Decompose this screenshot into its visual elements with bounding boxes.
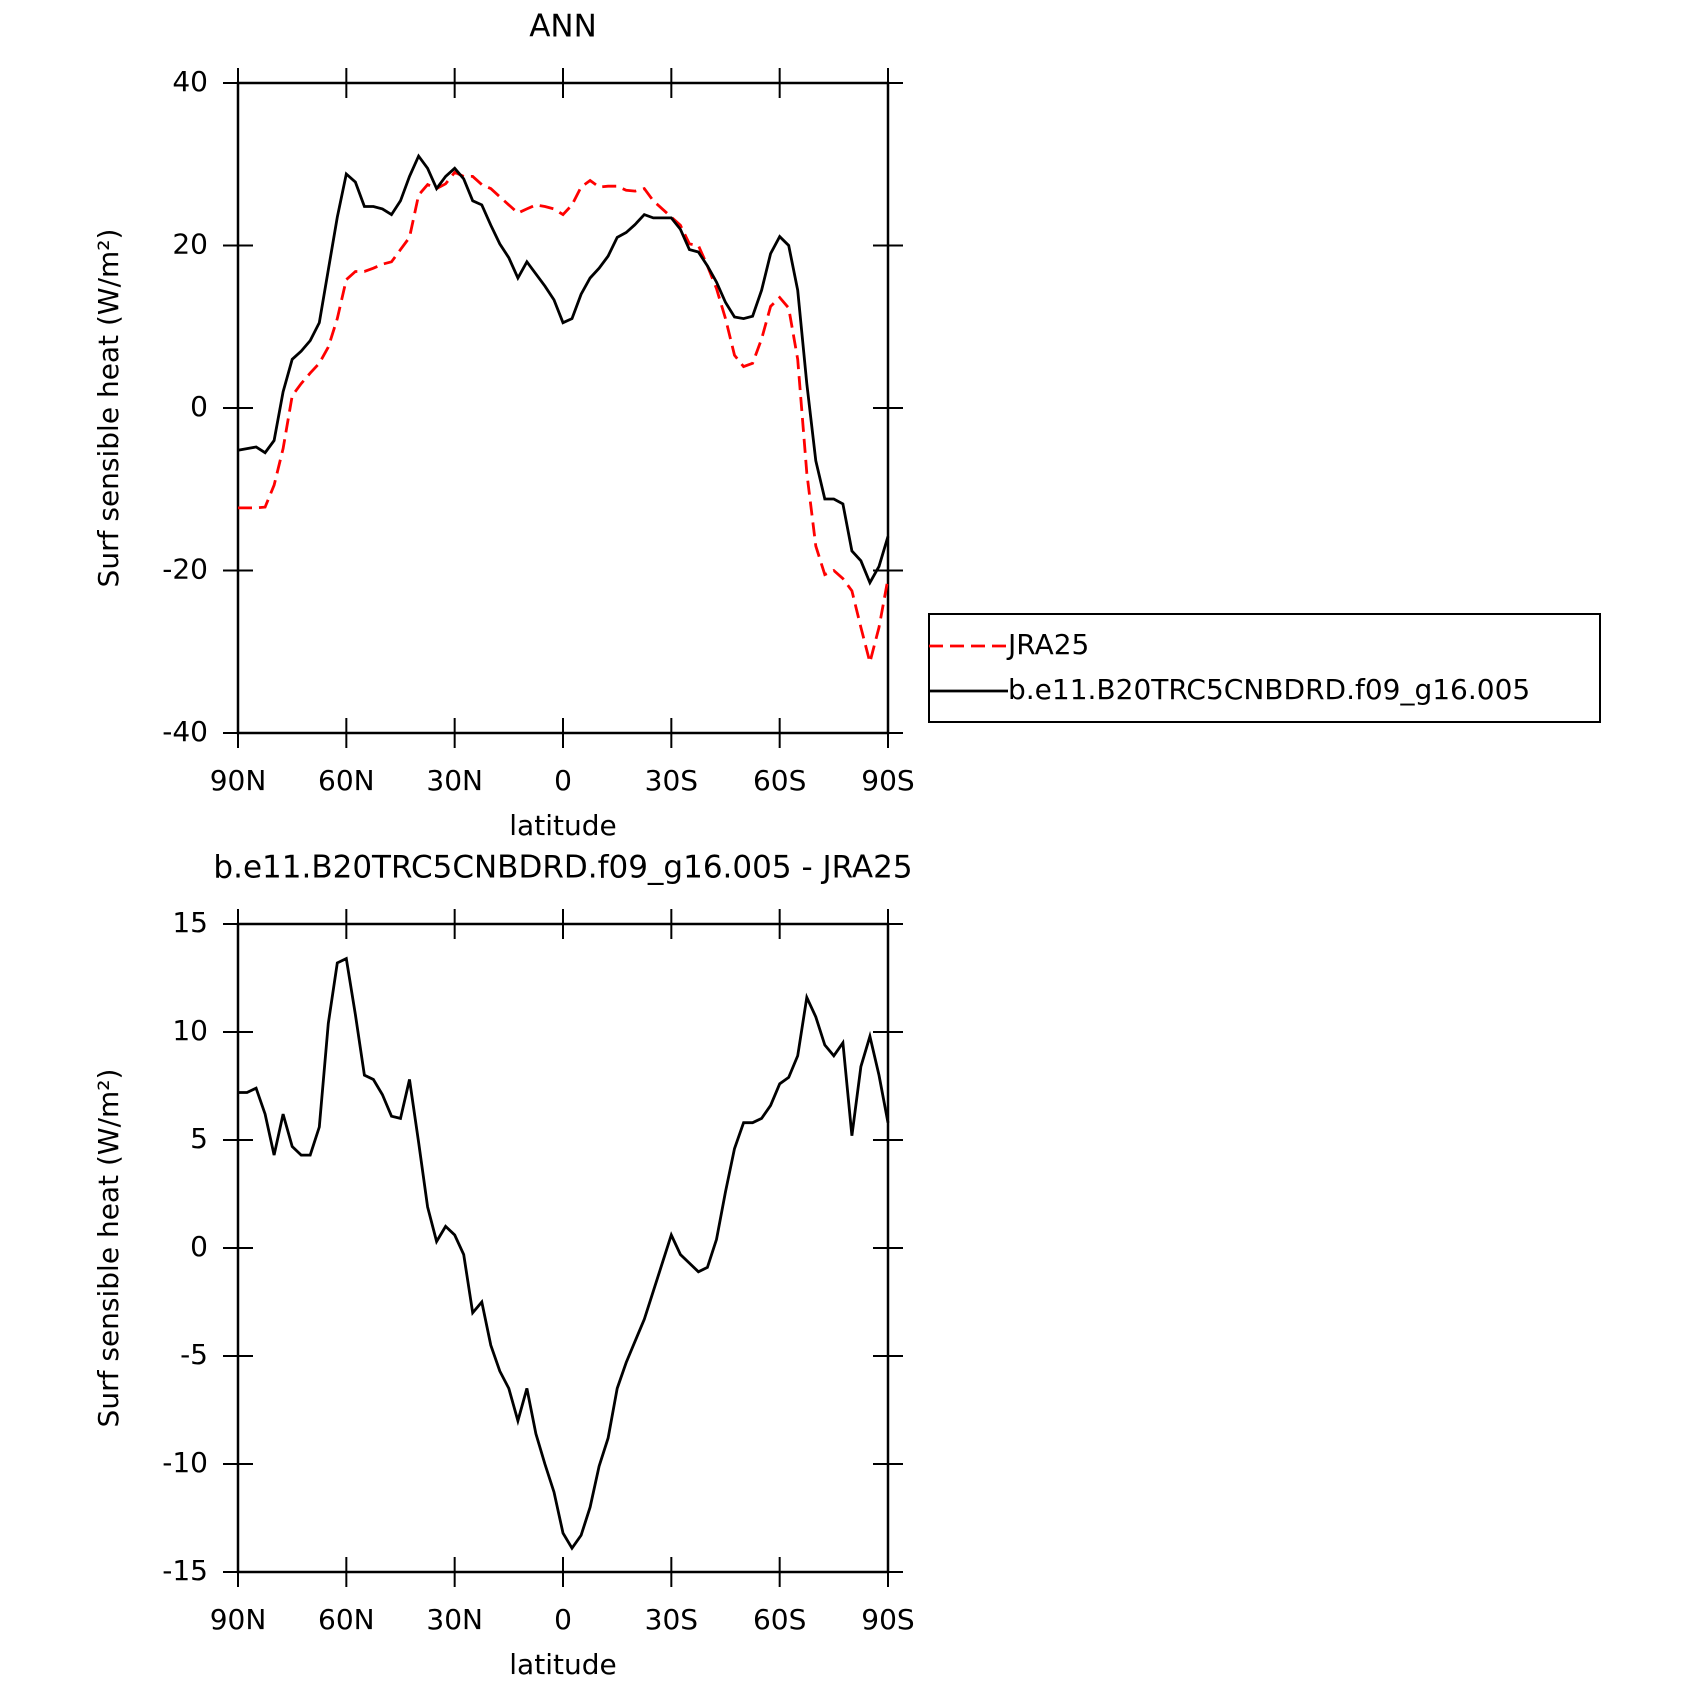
plot-frame	[236, 81, 890, 735]
legend: JRA25 b.e11.B20TRC5CNBDRD.f09_g16.005	[928, 613, 1601, 723]
chart-title: ANN	[529, 9, 597, 45]
y-tick-label: 10	[172, 1014, 208, 1047]
y-tick-label: -40	[162, 715, 208, 748]
y-tick-label: -5	[180, 1338, 208, 1371]
chart-title: b.e11.B20TRC5CNBDRD.f09_g16.005 - JRA25	[213, 850, 912, 886]
x-tick-label: 90S	[861, 1603, 914, 1636]
x-tick-label: 0	[554, 764, 572, 797]
y-tick-label: 15	[172, 906, 208, 939]
x-tick-label: 30S	[645, 1603, 698, 1636]
series-line	[238, 170, 890, 668]
y-tick-label: 20	[172, 228, 208, 261]
x-axis-label: latitude	[509, 809, 616, 842]
y-tick-label: 40	[172, 65, 208, 98]
y-axis-label: Surf sensible heat (W/m²)	[92, 1069, 125, 1428]
x-tick-label: 60S	[753, 1603, 806, 1636]
x-tick-label: 60S	[753, 764, 806, 797]
x-tick-label: 90S	[861, 764, 914, 797]
x-tick-label: 60N	[318, 764, 375, 797]
x-tick-label: 30S	[645, 764, 698, 797]
y-tick-label: 5	[190, 1122, 208, 1155]
series-line	[238, 956, 890, 1551]
x-tick-label: 0	[554, 1603, 572, 1636]
x-tick-label: 60N	[318, 1603, 375, 1636]
y-tick-label: 0	[190, 1230, 208, 1263]
x-tick-label: 30N	[426, 1603, 483, 1636]
x-tick-label: 30N	[426, 764, 483, 797]
y-tick-label: 0	[190, 390, 208, 423]
y-tick-label: -15	[162, 1554, 208, 1587]
legend-box	[928, 613, 1601, 723]
legend-label: b.e11.B20TRC5CNBDRD.f09_g16.005	[1008, 673, 1530, 706]
y-tick-label: -20	[162, 553, 208, 586]
y-axis-label: Surf sensible heat (W/m²)	[92, 229, 125, 588]
series-line	[237, 153, 890, 586]
y-tick-label: -10	[162, 1446, 208, 1479]
x-tick-label: 90N	[210, 764, 267, 797]
x-tick-label: 90N	[210, 1603, 267, 1636]
legend-label: JRA25	[1006, 628, 1089, 661]
x-axis-label: latitude	[509, 1648, 616, 1681]
plot-frame	[236, 922, 890, 1574]
